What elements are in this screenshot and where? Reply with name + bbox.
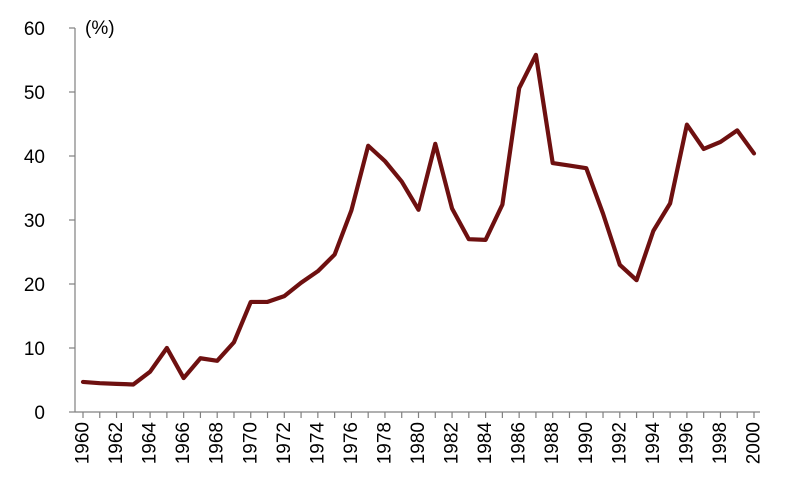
x-tick-label: 1968: [207, 422, 228, 464]
y-tick-label: 50: [24, 83, 45, 104]
x-tick-label: 1992: [609, 422, 630, 464]
data-point: [500, 203, 504, 207]
data-point: [668, 201, 672, 205]
x-tick-label: 1964: [140, 422, 161, 465]
data-point: [735, 128, 739, 132]
data-point: [601, 212, 605, 216]
data-point: [115, 382, 119, 386]
data-point: [400, 180, 404, 184]
x-ticks: 1960 1962 1964 1966 1968 1970 1972 1974 1976 1978…: [73, 412, 765, 464]
data-point: [635, 278, 639, 282]
x-tick-label: 1962: [106, 422, 127, 464]
data-point: [165, 346, 169, 350]
data-point: [467, 237, 471, 241]
data-point: [450, 206, 454, 210]
y-tick-label: 0: [34, 403, 45, 424]
y-ticks: 0 10 20 30 40 50 60: [24, 19, 75, 424]
data-point: [148, 370, 152, 374]
x-axis: 1960 1962 1964 1966 1968 1970 1972 1974 1976 1978…: [73, 411, 765, 464]
data-point: [567, 164, 571, 168]
x-tick-label: 1960: [73, 422, 94, 464]
data-point: [383, 159, 387, 163]
y-axis-unit-label: (%): [85, 18, 115, 39]
data-point: [417, 208, 421, 212]
data-point: [98, 381, 102, 385]
data-point: [81, 380, 85, 384]
x-tick-label: 1994: [643, 422, 664, 465]
y-tick-label: 20: [24, 275, 45, 296]
data-point: [718, 140, 722, 144]
data-point: [349, 208, 353, 212]
data-point: [131, 382, 135, 386]
y-tick-label: 10: [24, 339, 45, 360]
data-point: [651, 229, 655, 233]
data-point: [266, 300, 270, 304]
data-point: [584, 166, 588, 170]
data-point: [517, 86, 521, 90]
x-tick-label: 1996: [676, 422, 697, 464]
data-point: [215, 359, 219, 363]
data-point: [232, 340, 236, 344]
data-point: [551, 161, 555, 165]
data-point: [249, 300, 253, 304]
series-line: [80, 52, 757, 387]
y-axis: 0 10 20 30 40 50 60: [24, 19, 76, 424]
data-point: [752, 151, 756, 155]
x-tick-label: 1976: [341, 422, 362, 464]
x-tick-label: 1982: [442, 422, 463, 464]
x-tick-label: 1998: [710, 422, 731, 464]
data-point: [316, 269, 320, 273]
x-tick-label: 1966: [173, 422, 194, 464]
y-tick-label: 30: [24, 211, 45, 232]
data-point: [534, 53, 538, 57]
x-tick-label: 1974: [307, 422, 328, 465]
data-point: [282, 294, 286, 298]
data-point: [299, 281, 303, 285]
series-points: [81, 53, 756, 387]
data-point: [366, 144, 370, 148]
data-point: [333, 253, 337, 257]
x-tick-label: 1978: [374, 422, 395, 464]
data-point: [685, 123, 689, 127]
x-tick-label: 1990: [576, 422, 597, 464]
y-tick-label: 60: [24, 19, 45, 40]
x-tick-label: 1988: [542, 422, 563, 464]
data-point: [702, 147, 706, 151]
data-point: [198, 356, 202, 360]
x-tick-label: 2000: [744, 422, 765, 464]
data-point: [618, 263, 622, 267]
x-tick-label: 1970: [240, 422, 261, 464]
x-tick-label: 1986: [509, 422, 530, 464]
data-point: [484, 238, 488, 242]
x-tick-label: 1980: [408, 422, 429, 464]
data-point: [433, 142, 437, 146]
data-point: [182, 376, 186, 380]
y-tick-label: 40: [24, 147, 45, 168]
x-tick-label: 1972: [274, 422, 295, 464]
x-tick-label: 1984: [475, 422, 496, 465]
